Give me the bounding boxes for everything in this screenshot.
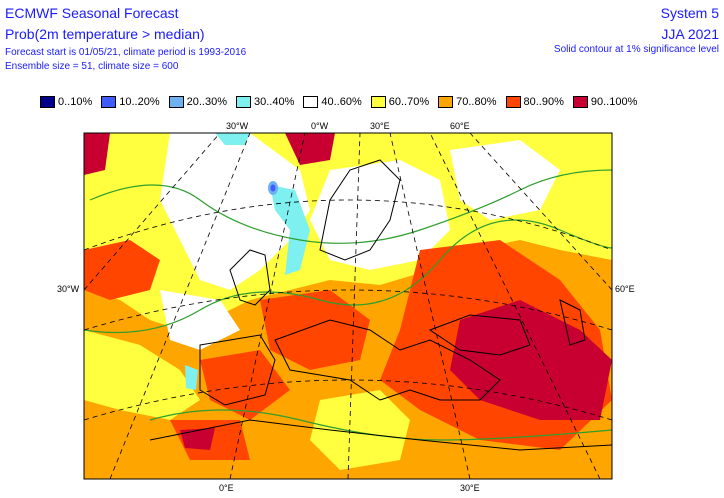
legend-swatch <box>101 96 117 108</box>
graticule-line <box>347 133 361 479</box>
lon-label-left-30w: 30°W <box>57 284 80 294</box>
graticule-line <box>84 289 612 331</box>
field-80-90-atlantic <box>84 240 160 300</box>
legend-label: 20..30% <box>186 96 227 108</box>
legend-item: 70..80% <box>438 96 497 108</box>
legend-swatch <box>303 96 319 108</box>
significance-contour <box>84 219 612 334</box>
legend-label: 10..20% <box>119 96 160 108</box>
field-30-40-greenland <box>215 133 250 145</box>
map-subtitle: Prob(2m temperature > median) <box>5 26 205 42</box>
graticule-line <box>429 133 601 479</box>
map-field <box>84 133 612 479</box>
lon-label-bottom-0e: 0°E <box>219 483 234 493</box>
legend: 0..10% 10..20% 20..30% 30..40% 40..60% 6… <box>40 95 646 109</box>
lon-label-bottom-30e: 30°E <box>460 483 480 493</box>
field-90-100-africa <box>180 428 215 450</box>
field-90-100-north <box>285 133 335 165</box>
legend-item: 60..70% <box>370 96 430 108</box>
forecast-start-info: Forecast start is 01/05/21, climate peri… <box>5 47 247 58</box>
ensemble-size-info: Ensemble size = 51, climate size = 600 <box>5 61 179 72</box>
graticule-line <box>150 133 560 134</box>
graticule-line <box>84 199 612 251</box>
field-40-60-atlantic <box>160 133 310 290</box>
legend-item: 10..20% <box>101 96 160 108</box>
map-frame <box>83 132 613 480</box>
field-60-70-west <box>84 330 200 420</box>
graticule-line <box>84 133 221 291</box>
lon-label-top-60e: 60°E <box>450 121 470 131</box>
field-40-60-east <box>450 140 560 220</box>
lon-label-top-30w: 30°W <box>226 121 249 131</box>
graticule-line <box>84 379 612 421</box>
field-40-60-scandinavia <box>310 160 450 270</box>
field-40-60-iberia-west <box>160 290 240 350</box>
legend-swatch <box>236 96 251 108</box>
legend-swatch <box>168 96 184 108</box>
legend-item: 30..40% <box>236 96 294 108</box>
legend-label: 0..10% <box>58 96 93 108</box>
legend-label: 60..70% <box>388 96 430 108</box>
coastline-black-sea <box>428 314 531 356</box>
legend-item: 0..10% <box>40 96 92 108</box>
legend-item: 80..90% <box>505 96 564 108</box>
coastline-mediterranean <box>274 319 501 401</box>
coastline-scandinavia <box>319 159 401 261</box>
legend-swatch <box>40 96 55 108</box>
field-60-70-med <box>310 390 410 470</box>
legend-item: 20..30% <box>168 96 227 108</box>
legend-label: 90..100% <box>590 96 638 108</box>
coastline-caspian <box>559 299 586 346</box>
legend-label: 70..80% <box>456 96 497 108</box>
field-80-90-france <box>260 290 370 370</box>
significance-note: Solid contour at 1% significance level <box>553 44 719 55</box>
legend-swatch <box>505 96 521 108</box>
legend-label: 80..90% <box>523 96 564 108</box>
legend-swatch <box>572 96 588 108</box>
field-80-90-iberia <box>200 350 290 420</box>
legend-label: 30..40% <box>254 96 295 108</box>
field-30-40-iberia <box>185 365 198 390</box>
system-label: System 5 <box>660 5 719 21</box>
legend-swatch <box>438 96 454 108</box>
coastline-iberia <box>199 334 276 406</box>
field-90-100-nw <box>84 133 110 175</box>
lon-label-top-30e: 30°E <box>370 121 390 131</box>
lon-label-top-0w: 0°W <box>311 121 329 131</box>
coastline-africa <box>149 419 612 451</box>
legend-swatch <box>370 96 386 108</box>
map-title: ECMWF Seasonal Forecast <box>5 5 179 21</box>
lon-label-right-60e: 60°E <box>615 284 635 294</box>
period-label: JJA 2021 <box>661 26 719 42</box>
field-30-40-north-sea <box>270 185 310 275</box>
field-10-20 <box>270 184 276 192</box>
legend-item: 90..100% <box>572 96 638 108</box>
coastline-british-isles <box>229 249 271 306</box>
legend-label: 40..60% <box>321 96 362 108</box>
legend-item: 40..60% <box>303 96 362 108</box>
